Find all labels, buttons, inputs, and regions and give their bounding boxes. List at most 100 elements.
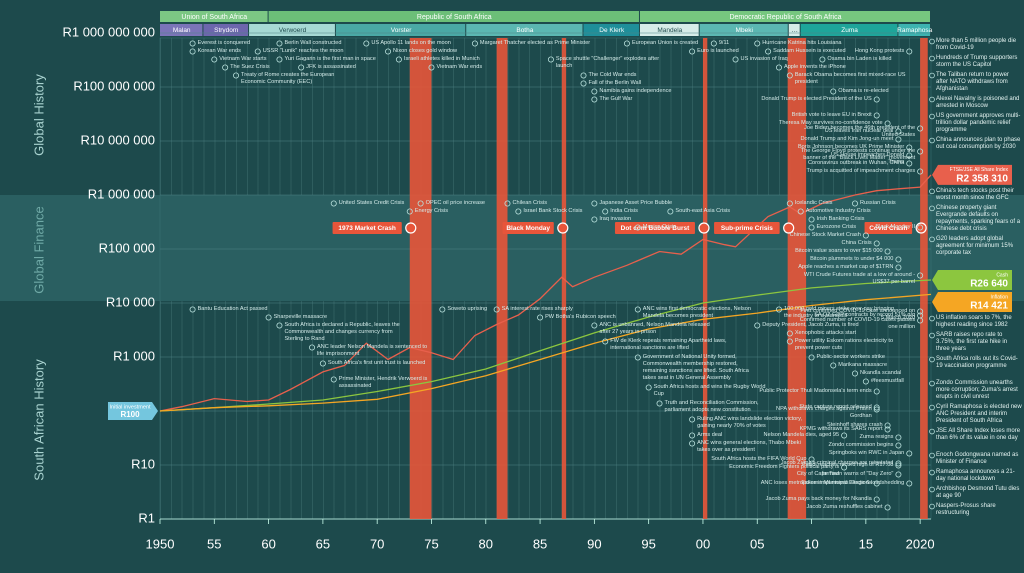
event-marker xyxy=(417,200,424,207)
event-text: Bantu Education Act passed xyxy=(197,306,268,312)
event-text: Vietnam War ends xyxy=(436,64,483,70)
y-tick-label: R1 000 000 xyxy=(88,186,155,201)
event-marker xyxy=(808,456,815,463)
event-text: Nkandla scandal xyxy=(859,370,902,376)
event-marker xyxy=(884,426,891,433)
event-marker xyxy=(895,264,902,271)
event-marker xyxy=(929,356,935,363)
crash-marker xyxy=(783,222,795,234)
event-text: Barack Obama becomes first mixed-race US… xyxy=(794,72,906,85)
event-marker xyxy=(895,460,902,467)
initial-label: Initial investment xyxy=(110,404,151,410)
recent-event-text: South Africa rolls out its Covid-19 vacc… xyxy=(936,356,1018,370)
recent-event-text: Zondo Commission unearths more corruptio… xyxy=(936,380,1018,401)
event-text: Mexico Crisis xyxy=(642,224,677,230)
y-tick-label: R1 xyxy=(138,510,155,525)
y-tick-label: R100 000 000 xyxy=(73,78,155,93)
event-marker xyxy=(439,306,446,313)
event-marker xyxy=(929,38,935,45)
event-text: Bitcoin plummets to under $4 000 xyxy=(810,256,894,262)
event-marker xyxy=(929,96,935,103)
event-marker xyxy=(591,88,598,95)
event-marker xyxy=(929,113,935,120)
event-text: British vote to leave EU in Brexit xyxy=(791,112,872,118)
recent-event-text: Naspers-Prosus share restructuring xyxy=(936,503,996,517)
recent-event-text: Archbishop Desmond Tutu dies at age 90 xyxy=(936,486,1020,500)
event-marker xyxy=(602,338,609,345)
event-marker xyxy=(929,428,935,435)
event-text: Jacob Zuma pays back money for Nkandla xyxy=(765,496,872,502)
event-marker xyxy=(917,224,924,231)
crash-label-box xyxy=(614,222,695,234)
event-text: Ruling ANC wins landslide election victo… xyxy=(697,416,803,429)
event-marker xyxy=(917,272,924,279)
crash-bar xyxy=(702,38,708,519)
recent-event-text: JSE All Share Index loses more than 6% o… xyxy=(936,428,1021,442)
event-marker xyxy=(929,503,935,510)
event-marker xyxy=(917,125,924,132)
recent-event-text: China announces plan to phase out coal c… xyxy=(936,137,1021,150)
event-text: Marikana massacre xyxy=(838,362,888,368)
recent-event-text: Cyril Ramaphosa is elected new ANC Presi… xyxy=(936,404,1022,425)
event-marker xyxy=(929,72,935,79)
crash-label: Black Monday xyxy=(506,225,550,232)
event-marker xyxy=(689,416,696,423)
event-text: Space shuttle "Challenger" explodes afte… xyxy=(555,56,660,69)
event-text: Xenophobic attacks start xyxy=(794,330,857,336)
x-tick-label: 80 xyxy=(479,536,493,551)
event-text: Power utility Eskom rations electricity … xyxy=(794,338,894,351)
event-text: JFK is assassinated xyxy=(306,64,356,70)
event-marker xyxy=(895,434,902,441)
event-text: NPA withdraws charges against Pravin Gor… xyxy=(776,406,872,419)
event-text: United States Credit Crisis xyxy=(338,200,405,206)
header-label: Ramaphosa xyxy=(897,27,932,34)
event-marker xyxy=(786,330,793,337)
event-marker xyxy=(906,152,913,159)
x-tick-label: 10 xyxy=(804,536,818,551)
event-marker xyxy=(211,56,218,63)
event-marker xyxy=(906,450,913,457)
event-marker xyxy=(265,314,272,321)
initial-box xyxy=(108,402,158,420)
event-text: FW de Klerk repeals remaining Apartheid … xyxy=(610,338,727,351)
section-label: South African History xyxy=(31,359,46,481)
event-marker xyxy=(395,56,402,63)
event-marker xyxy=(623,40,630,47)
header-band xyxy=(788,24,800,36)
event-marker xyxy=(775,306,782,313)
event-text: Russian Crisis xyxy=(859,200,896,206)
event-marker xyxy=(873,406,880,413)
event-marker xyxy=(895,136,902,143)
event-marker xyxy=(895,462,902,469)
event-marker xyxy=(765,48,772,55)
event-marker xyxy=(189,306,196,313)
event-marker xyxy=(689,48,696,55)
event-text: Automotive Industry Crisis xyxy=(805,208,871,214)
x-tick-label: 15 xyxy=(859,536,873,551)
event-text: Zondo commission begins xyxy=(828,442,894,448)
y-tick-label: R10 000 xyxy=(106,294,155,309)
event-marker xyxy=(330,200,337,207)
event-marker xyxy=(830,362,837,369)
event-text: Obama is re-elected xyxy=(838,88,889,94)
event-marker xyxy=(471,40,478,47)
event-marker xyxy=(667,208,674,215)
event-text: Confirmed number of COVID-19 cases passe… xyxy=(799,317,916,330)
event-text: ANC leader Nelson Mandela is sentenced t… xyxy=(317,344,428,357)
x-tick-label: 90 xyxy=(587,536,601,551)
event-marker xyxy=(929,55,935,62)
series-line xyxy=(159,279,932,412)
header-label: Strydom xyxy=(214,27,238,34)
event-text: Springboks win RWC in Japan xyxy=(828,450,905,456)
event-marker xyxy=(873,240,880,247)
event-text: Namibia gains independence xyxy=(599,88,672,94)
header-label: Zuma xyxy=(841,27,858,34)
recent-event-text: Chinese property giant Evergrande defaul… xyxy=(936,204,1021,232)
header-label: Mbeki xyxy=(736,27,753,34)
event-text: Deputy President, Jacob Zuma, is fired xyxy=(762,322,859,328)
recent-event-text: China's tech stocks post their worst mon… xyxy=(936,187,1014,201)
event-marker xyxy=(917,148,924,155)
event-marker xyxy=(634,354,641,361)
event-marker xyxy=(591,200,598,207)
